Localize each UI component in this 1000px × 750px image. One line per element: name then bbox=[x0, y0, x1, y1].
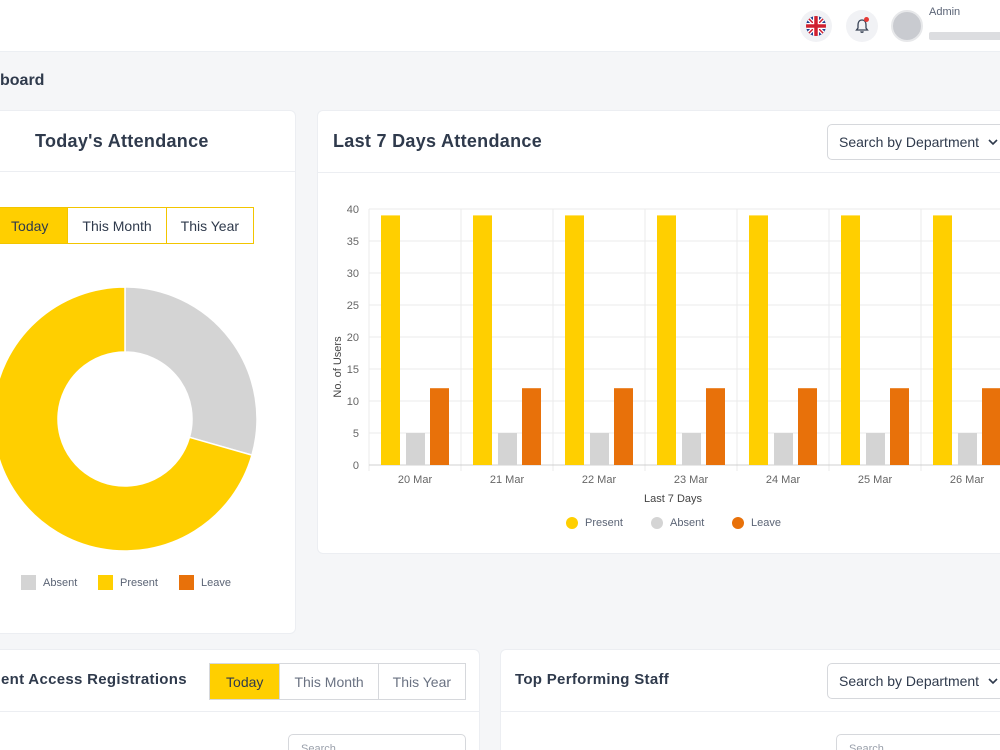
legend-leave-dot bbox=[732, 517, 744, 529]
legend-present-swatch bbox=[98, 575, 113, 590]
legend-absent-swatch bbox=[21, 575, 36, 590]
legend-absent: Absent bbox=[21, 575, 77, 590]
y-tick-label: 20 bbox=[347, 332, 359, 344]
donut-slice-present bbox=[0, 286, 253, 552]
page-title: board bbox=[0, 72, 45, 89]
x-tick-label: 26 Mar bbox=[950, 474, 985, 486]
legend-absent-label: Absent bbox=[43, 576, 78, 589]
bar-leave bbox=[798, 388, 817, 465]
chevron-down-icon bbox=[988, 678, 998, 685]
tab-this-year[interactable]: This Year bbox=[165, 208, 253, 243]
top-staff-title: Top Performing Staff bbox=[515, 671, 670, 688]
tab-this-month[interactable]: This Month bbox=[67, 208, 166, 243]
department-dropdown-label: Search by Department bbox=[839, 673, 980, 689]
bar-absent bbox=[774, 433, 793, 465]
x-axis-title: Last 7 Days bbox=[644, 493, 703, 505]
y-tick-label: 40 bbox=[347, 204, 359, 216]
legend-leave-swatch bbox=[179, 575, 194, 590]
y-tick-label: 15 bbox=[347, 364, 359, 376]
department-dropdown[interactable]: Search by Department bbox=[827, 663, 1000, 699]
y-tick-label: 35 bbox=[347, 236, 359, 248]
legend-leave-label: Leave bbox=[751, 517, 781, 529]
department-dropdown[interactable]: Search by Department bbox=[827, 124, 1000, 160]
y-tick-label: 5 bbox=[353, 428, 359, 440]
avatar[interactable] bbox=[891, 10, 923, 42]
access-search-input[interactable]: Search bbox=[288, 734, 466, 750]
bar-absent bbox=[866, 433, 885, 465]
department-dropdown-label: Search by Department bbox=[839, 134, 980, 150]
uk-flag-icon[interactable] bbox=[800, 10, 832, 42]
bar-absent bbox=[406, 433, 425, 465]
last7-attendance-title: Last 7 Days Attendance bbox=[333, 131, 543, 151]
x-tick-label: 24 Mar bbox=[766, 474, 801, 486]
legend-present-dot bbox=[566, 517, 578, 529]
admin-name: Admin bbox=[929, 6, 961, 18]
x-tick-label: 22 Mar bbox=[582, 474, 617, 486]
legend-leave: Leave bbox=[732, 517, 781, 529]
y-tick-label: 25 bbox=[347, 300, 359, 312]
legend-leave-label: Leave bbox=[201, 576, 231, 589]
tab-this-year[interactable]: This Year bbox=[377, 664, 465, 699]
x-tick-label: 23 Mar bbox=[674, 474, 709, 486]
bar-present bbox=[841, 215, 860, 465]
tab-today[interactable]: Today bbox=[0, 208, 68, 243]
bar-absent bbox=[498, 433, 517, 465]
bar-absent bbox=[958, 433, 977, 465]
access-registrations-title: ent Access Registrations bbox=[1, 671, 187, 688]
bar-present bbox=[749, 215, 768, 465]
y-tick-label: 10 bbox=[347, 396, 359, 408]
x-tick-label: 25 Mar bbox=[858, 474, 893, 486]
top-bar: Admin bbox=[0, 0, 1000, 52]
chevron-down-icon bbox=[988, 139, 998, 146]
y-tick-label: 30 bbox=[347, 268, 359, 280]
access-registrations-card: ent Access Registrations Today This Mont… bbox=[0, 649, 480, 750]
legend-leave: Leave bbox=[179, 575, 231, 590]
notification-dot bbox=[864, 17, 869, 22]
legend-present-label: Present bbox=[585, 517, 623, 529]
y-axis-title: No. of Users bbox=[332, 336, 344, 398]
tab-this-month[interactable]: This Month bbox=[279, 664, 378, 699]
legend-present: Present bbox=[98, 575, 158, 590]
today-attendance-title: Today's Attendance bbox=[35, 131, 209, 151]
access-tabs: Today This Month This Year bbox=[209, 663, 466, 700]
bar-absent bbox=[590, 433, 609, 465]
today-attendance-card: Today's Attendance Today This Month This… bbox=[0, 110, 296, 634]
bar-leave bbox=[890, 388, 909, 465]
x-tick-label: 21 Mar bbox=[490, 474, 525, 486]
legend-absent: Absent bbox=[651, 517, 704, 529]
bar-present bbox=[565, 215, 584, 465]
legend-present: Present bbox=[566, 517, 623, 529]
bar-present bbox=[473, 215, 492, 465]
last7-attendance-card: Last 7 Days Attendance Search by Departm… bbox=[317, 110, 1000, 554]
bar-absent bbox=[682, 433, 701, 465]
bar-leave bbox=[706, 388, 725, 465]
last7-bar-chart: 0 5 10 15 20 25 30 35 40 20 Mar 21 Mar 22 Mar 23 Mar… bbox=[332, 204, 1000, 505]
y-tick-label: 0 bbox=[353, 460, 359, 472]
tab-today[interactable]: Today bbox=[210, 664, 280, 699]
bar-leave bbox=[614, 388, 633, 465]
attendance-donut-chart bbox=[0, 286, 258, 552]
top-staff-search-input[interactable]: Search bbox=[836, 734, 1000, 750]
bar-present bbox=[381, 215, 400, 465]
top-staff-card: Top Performing Staff Search by Departmen… bbox=[500, 649, 1000, 750]
today-attendance-tabs: Today This Month This Year bbox=[0, 207, 254, 244]
bar-present bbox=[933, 215, 952, 465]
bell-icon[interactable] bbox=[846, 10, 878, 42]
bar-leave bbox=[430, 388, 449, 465]
x-tick-label: 20 Mar bbox=[398, 474, 433, 486]
legend-absent-dot bbox=[651, 517, 663, 529]
bar-present bbox=[657, 215, 676, 465]
donut-slice-absent bbox=[124, 286, 258, 457]
legend-present-label: Present bbox=[120, 576, 158, 589]
admin-role-placeholder bbox=[929, 32, 1000, 40]
bar-leave bbox=[982, 388, 1000, 465]
legend-absent-label: Absent bbox=[670, 517, 705, 529]
bar-leave bbox=[522, 388, 541, 465]
